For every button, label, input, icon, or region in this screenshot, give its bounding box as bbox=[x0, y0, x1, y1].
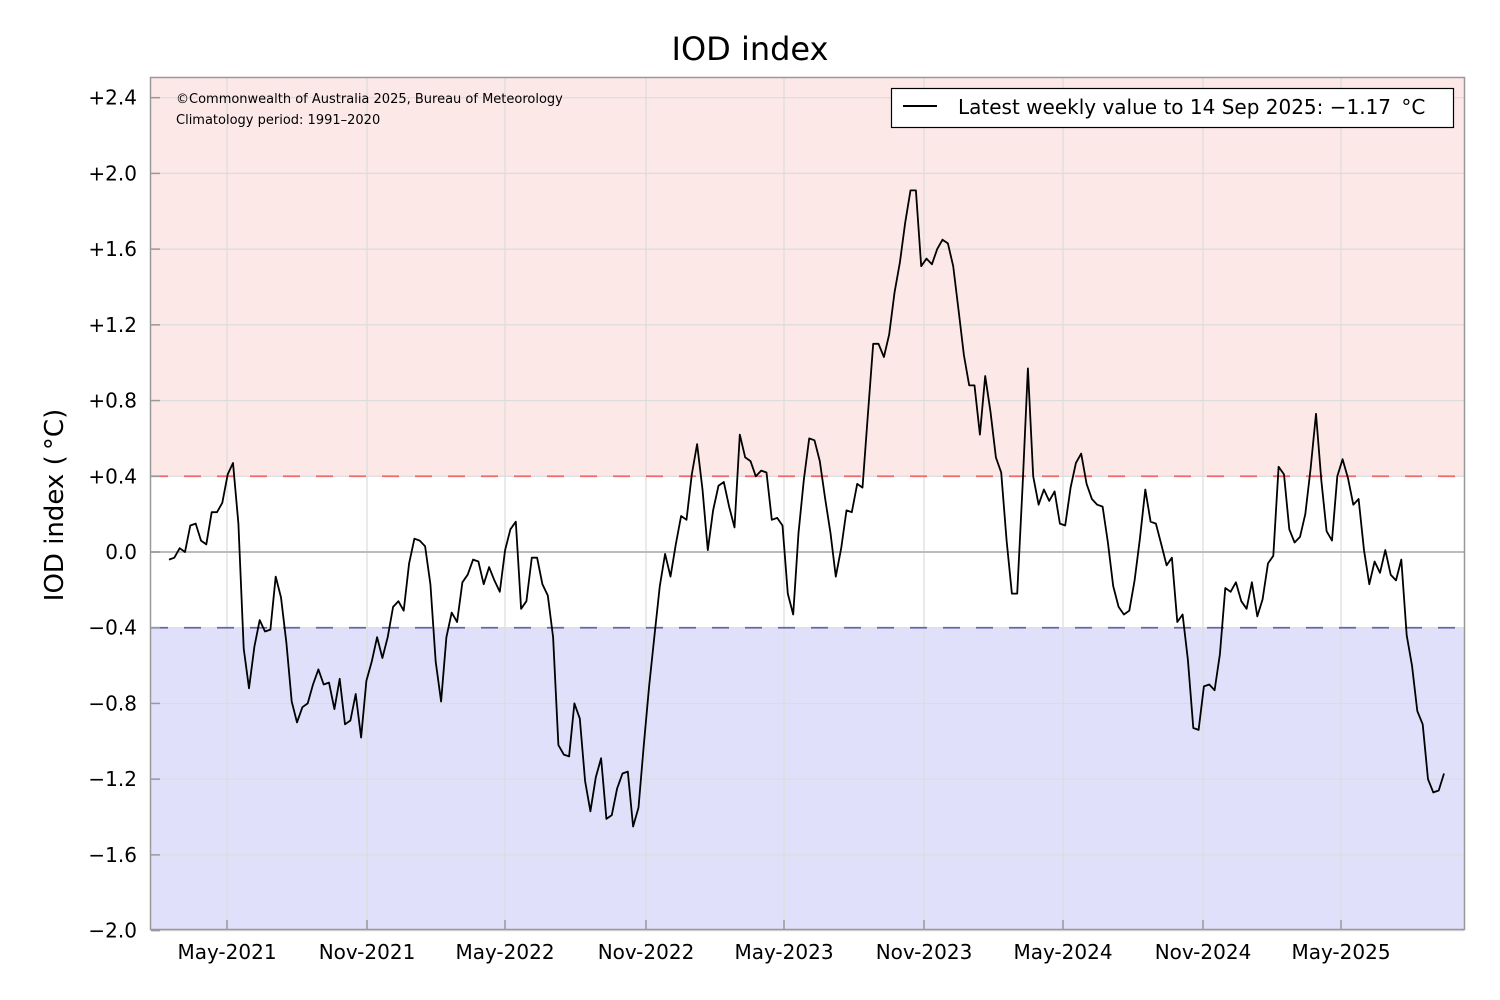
negative-iod-band bbox=[151, 627, 1464, 929]
climatology-note: Climatology period: 1991–2020 bbox=[176, 113, 380, 128]
y-tick-label: 0.0 bbox=[105, 540, 137, 564]
y-tick-label: +2.0 bbox=[88, 161, 137, 185]
y-tick-label: −0.8 bbox=[88, 691, 137, 715]
plot-frame bbox=[149, 76, 1466, 931]
x-tick-label: May-2023 bbox=[734, 940, 833, 964]
y-tick-label: −1.6 bbox=[88, 843, 137, 867]
grid-lines bbox=[151, 78, 1464, 932]
positive-iod-band bbox=[151, 78, 1464, 477]
threshold-lines bbox=[151, 475, 1464, 629]
x-tick-label: Nov-2022 bbox=[598, 940, 695, 964]
legend: Latest weekly value to 14 Sep 2025: −1.1… bbox=[890, 87, 1455, 129]
x-axis-ticks: May-2021 Nov-2021 May-2022 Nov-2022 May-2023… bbox=[177, 920, 1391, 964]
chart-title: IOD index bbox=[671, 30, 829, 68]
y-tick-label: −1.2 bbox=[88, 767, 137, 791]
x-tick-label: May-2022 bbox=[455, 940, 554, 964]
x-tick-label: Nov-2024 bbox=[1155, 940, 1252, 964]
x-tick-label: May-2025 bbox=[1291, 940, 1390, 964]
y-tick-label: +2.4 bbox=[88, 86, 137, 110]
iod-weekly-line bbox=[168, 189, 1445, 828]
y-tick-label: +0.8 bbox=[88, 389, 137, 413]
y-tick-label: +0.4 bbox=[88, 464, 137, 488]
threshold-bands bbox=[151, 78, 1464, 929]
y-tick-label: −2.0 bbox=[88, 919, 137, 943]
x-tick-label: Nov-2021 bbox=[319, 940, 416, 964]
iod-series-line bbox=[168, 189, 1445, 828]
legend-label: Latest weekly value to 14 Sep 2025: −1.1… bbox=[958, 95, 1425, 119]
y-axis-ticks: +2.4 +2.0 +1.6 +1.2 +0.8 +0.4 0.0 −0.4 −0.8 −1.2 −… bbox=[88, 86, 160, 943]
x-tick-label: May-2021 bbox=[177, 940, 276, 964]
y-tick-label: −0.4 bbox=[88, 616, 137, 640]
y-tick-label: +1.6 bbox=[88, 237, 137, 261]
y-tick-label: +1.2 bbox=[88, 313, 137, 337]
copyright-note: ©Commonwealth of Australia 2025, Bureau … bbox=[176, 92, 563, 107]
legend-box bbox=[890, 87, 1455, 129]
x-tick-label: May-2024 bbox=[1013, 940, 1112, 964]
x-tick-label: Nov-2023 bbox=[876, 940, 973, 964]
